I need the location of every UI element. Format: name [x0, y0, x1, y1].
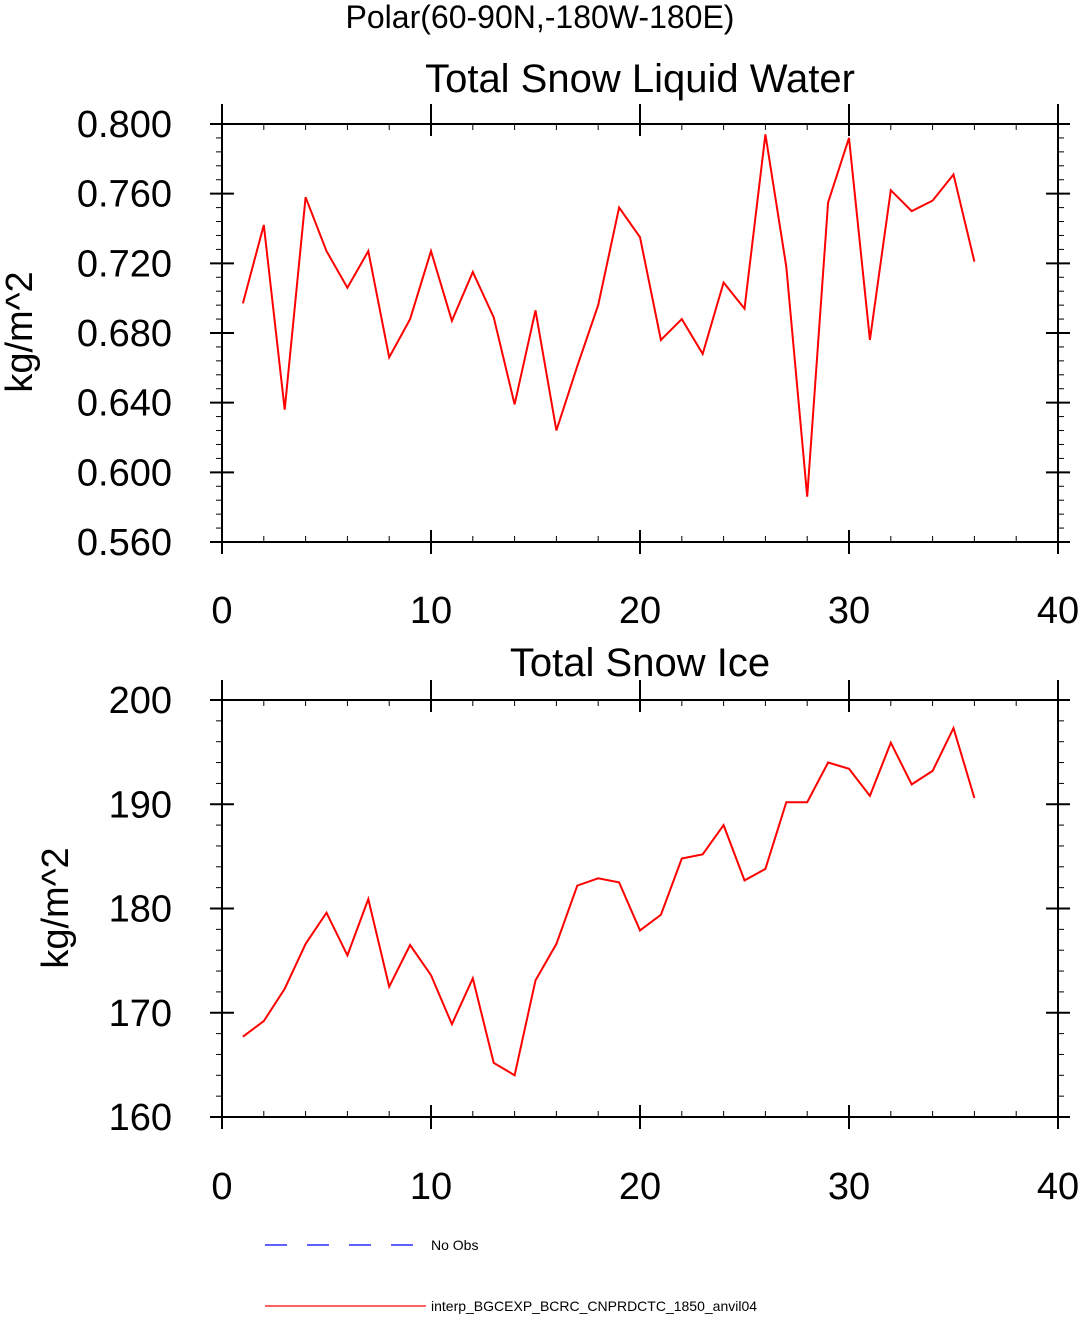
y-tick-label: 0.800 — [77, 104, 172, 146]
y-tick-label: 0.680 — [77, 313, 172, 355]
x-tick-label: 40 — [1037, 1166, 1079, 1208]
x-tick-label: 0 — [211, 590, 232, 632]
axes: 0 10 20 30 40 0.560 0.600 0.640 0.680 0.720 0.760 0… — [77, 104, 1079, 632]
x-tick-label: 20 — [619, 590, 661, 632]
x-tick-label: 30 — [828, 1166, 870, 1208]
x-tick-label: 10 — [410, 1166, 452, 1208]
y-axis-title: kg/m^2 — [0, 271, 41, 392]
legend: No Obs interp_BGCEXP_BCRC_CNPRDCTC_1850_… — [265, 1237, 757, 1314]
y-tick-label: 190 — [109, 784, 172, 826]
x-tick-label: 40 — [1037, 590, 1079, 632]
y-axis-title: kg/m^2 — [35, 847, 77, 968]
plot-frame — [221, 123, 1059, 543]
y-tick-label: 0.760 — [77, 174, 172, 216]
x-tick-label: 20 — [619, 1166, 661, 1208]
x-tick-label: 30 — [828, 590, 870, 632]
series-line — [242, 725, 976, 1077]
panel-title: Total Snow Ice — [510, 641, 770, 685]
axes: 0 10 20 30 40 160 170 180 190 200 — [109, 680, 1079, 1208]
legend-label-no-obs: No Obs — [431, 1237, 478, 1253]
panel-title: Total Snow Liquid Water — [425, 57, 855, 101]
y-tick-label: 200 — [109, 680, 172, 722]
plot-frame — [221, 699, 1059, 1118]
y-tick-label: 0.720 — [77, 243, 172, 285]
series-layer — [242, 725, 976, 1077]
snow-ice-panel: Total Snow Ice kg/m^2 0 10 20 30 40 160 170 180… — [35, 641, 1079, 1208]
x-tick-label: 10 — [410, 590, 452, 632]
y-tick-label: 0.560 — [77, 522, 172, 564]
y-tick-label: 180 — [109, 889, 172, 931]
x-tick-label: 0 — [211, 1166, 232, 1208]
y-tick-label: 170 — [109, 993, 172, 1035]
y-tick-label: 160 — [109, 1097, 172, 1139]
legend-label-model: interp_BGCEXP_BCRC_CNPRDCTC_1850_anvil04 — [431, 1298, 757, 1314]
series-layer — [241, 134, 976, 497]
y-tick-label: 0.640 — [77, 383, 172, 425]
series-line — [241, 134, 976, 497]
y-tick-label: 0.600 — [77, 452, 172, 494]
snow-liquid-water-panel: Total Snow Liquid Water kg/m^2 0 10 20 30 40… — [0, 57, 1079, 632]
super-title: Polar(60-90N,-180W-180E) — [346, 0, 735, 35]
